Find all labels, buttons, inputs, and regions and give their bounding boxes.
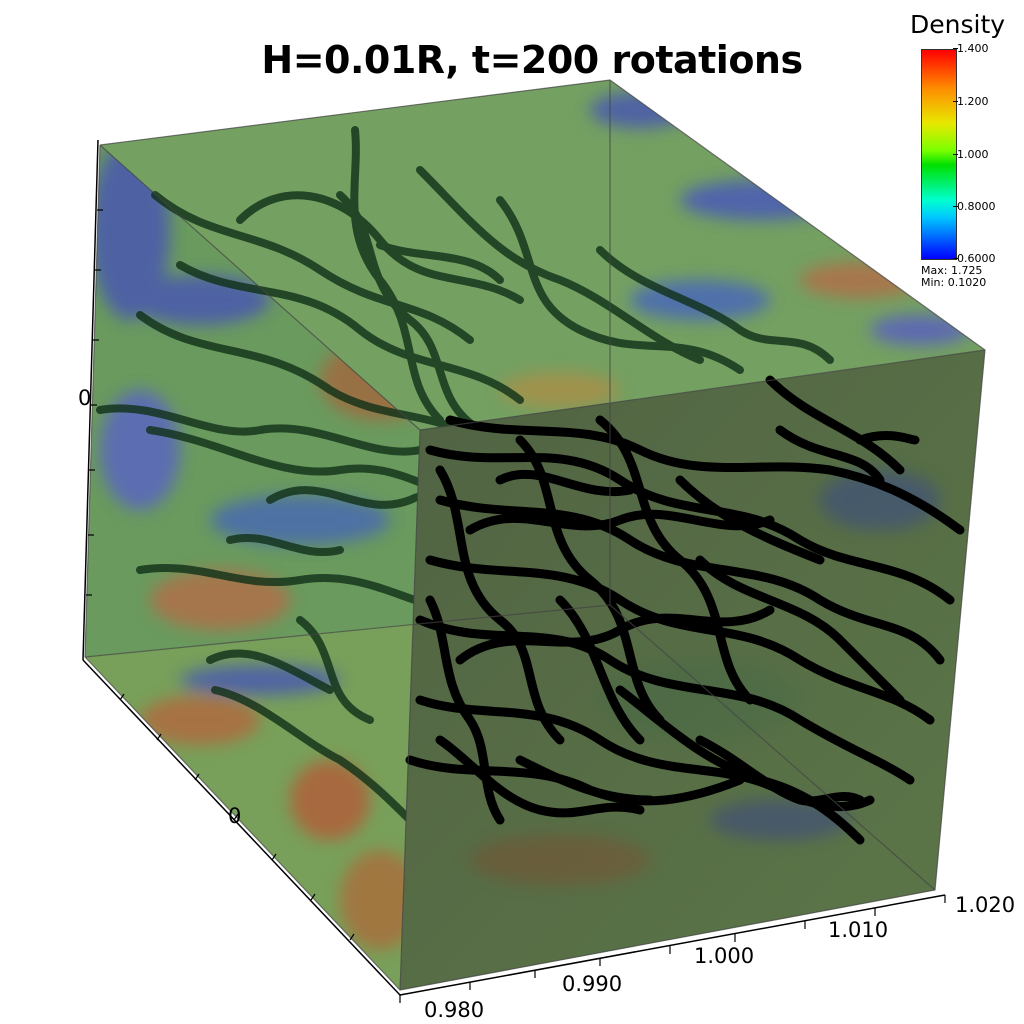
colorbar-tick: 1.400 [953, 42, 989, 55]
y-axis-zero-label: 0 [78, 386, 92, 410]
colorbar-tick: 0.8000 [953, 200, 996, 213]
colorbar-tick: 0.6000 [953, 252, 996, 265]
z-axis-zero-label: 0 [228, 804, 242, 828]
axis-ticks [86, 209, 946, 1003]
colorbar-max: Max: 1.725 [921, 264, 983, 277]
x-axis-tick-label: 1.000 [694, 944, 755, 968]
colorbar-min: Min: 0.1020 [921, 276, 987, 289]
plot-title: H=0.01R, t=200 rotations [261, 38, 803, 82]
colorbar-tick: 1.200 [953, 95, 989, 108]
x-axis-tick-label: 0.980 [424, 998, 485, 1022]
x-axis-tick-label: 1.020 [955, 893, 1016, 917]
colorbar-tick: 1.000 [953, 148, 989, 161]
cube-frame [84, 79, 986, 991]
axis-lines [82, 139, 946, 996]
streamlines-back [96, 126, 834, 834]
x-axis-tick-label: 0.990 [562, 972, 623, 996]
colorbar-gradient [921, 49, 957, 260]
x-axis-tick-label: 1.010 [828, 918, 889, 942]
streamlines-front [405, 375, 965, 845]
colorbar-title: Density [910, 10, 1006, 39]
